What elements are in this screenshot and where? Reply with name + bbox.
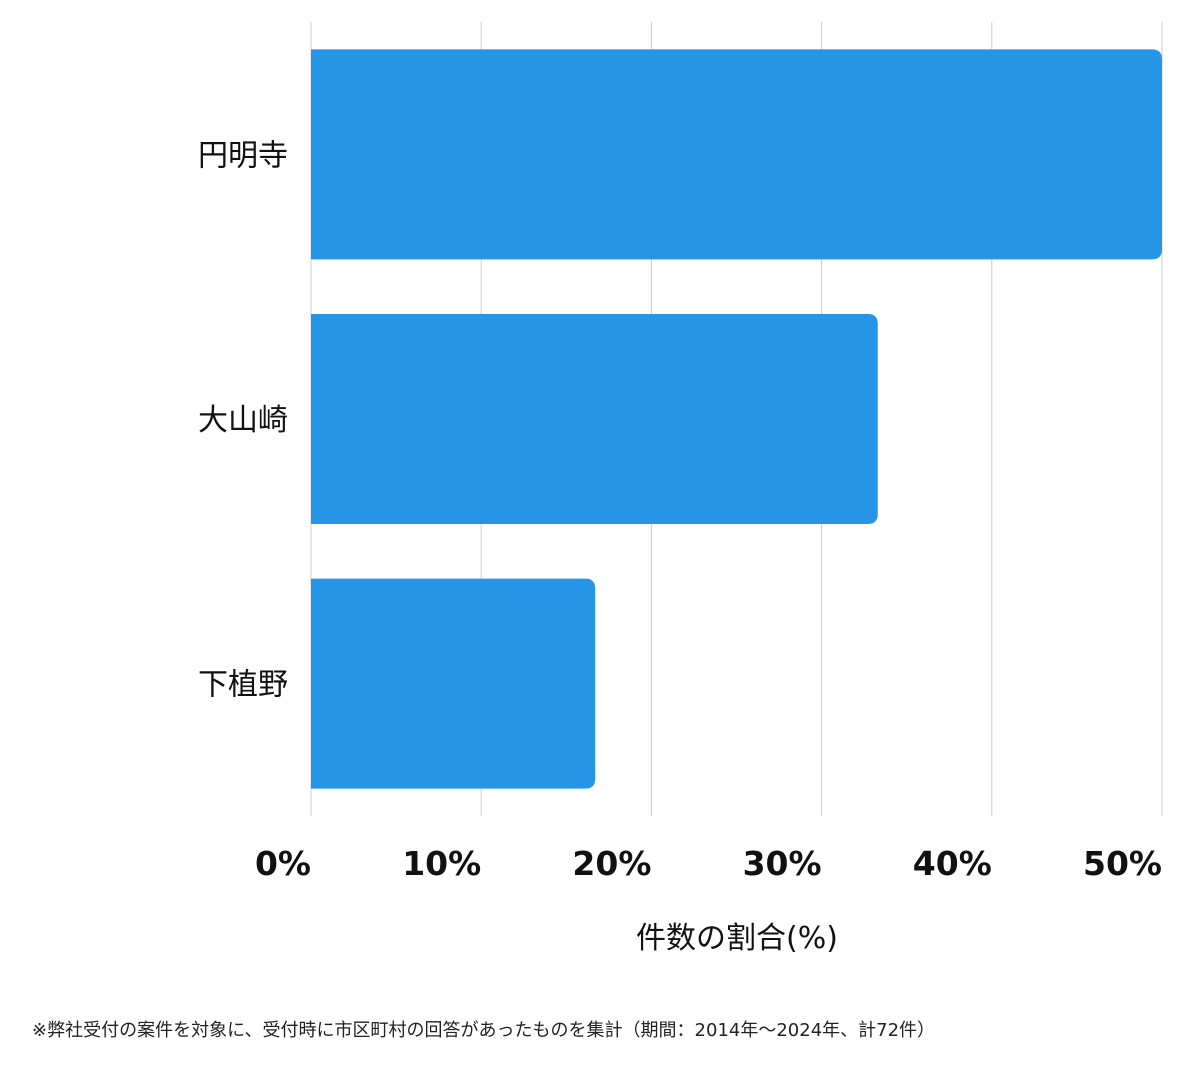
x-tick-label: 30% xyxy=(743,844,822,883)
x-tick-label: 20% xyxy=(572,844,651,883)
bars xyxy=(311,49,1162,789)
x-tick-labels: 0% 10% 20% 30% 40% 50% xyxy=(255,844,1162,883)
bar xyxy=(311,49,1162,260)
x-axis-label: 件数の割合(%) xyxy=(636,921,838,956)
x-tick-label: 40% xyxy=(913,844,992,883)
x-tick-label: 0% xyxy=(255,844,311,883)
footnote: ※弊社受付の案件を対象に、受付時に市区町村の回答があったものを集計（期間：201… xyxy=(32,1020,936,1041)
category-label: 円明寺 xyxy=(198,138,288,173)
category-label: 下植野 xyxy=(198,668,288,703)
bar xyxy=(311,578,596,789)
category-label: 大山崎 xyxy=(198,403,288,438)
x-tick-label: 50% xyxy=(1083,844,1162,883)
bar xyxy=(311,314,878,524)
x-tick-label: 10% xyxy=(402,844,481,883)
